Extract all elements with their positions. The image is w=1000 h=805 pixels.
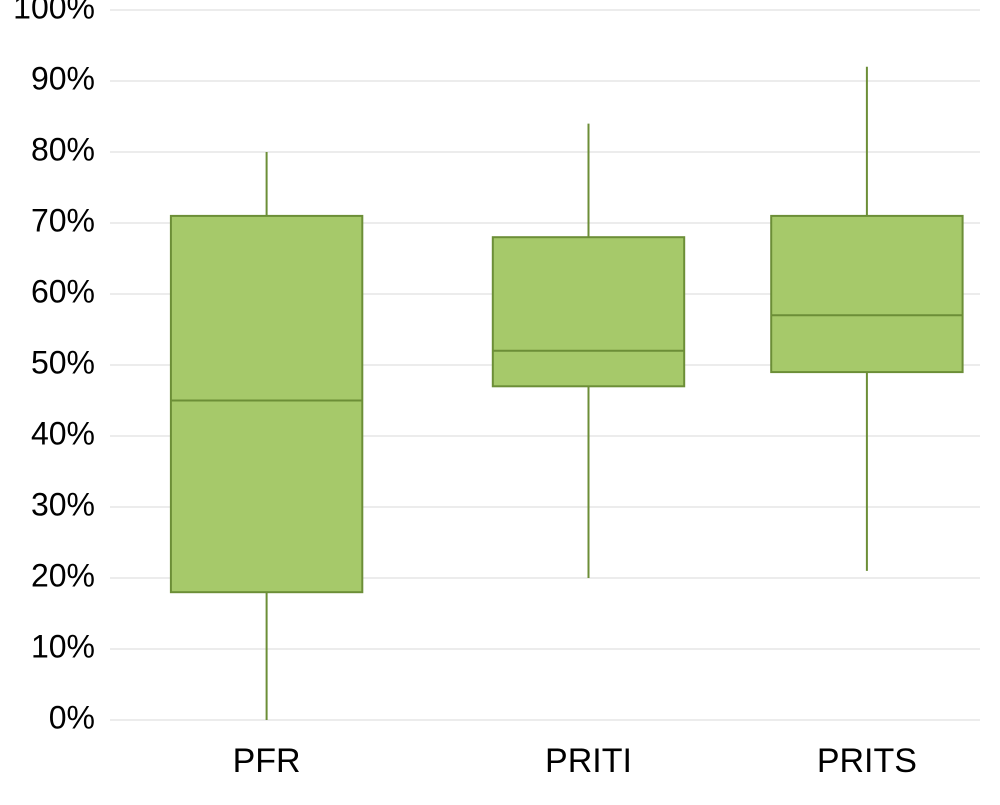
x-tick-label: PFR <box>233 742 301 780</box>
y-tick-label: 80% <box>31 131 95 167</box>
boxplot-chart: 0% 10% 20% 30% 40% 50% 60% 70% 80% 90% 100% PFR PRIT… <box>0 0 1000 805</box>
x-tick-label: PRITI <box>545 742 632 780</box>
y-tick-label: 100% <box>13 0 95 25</box>
y-tick-label: 50% <box>31 344 95 380</box>
y-tick-label: 60% <box>31 273 95 309</box>
chart-background <box>0 0 1000 805</box>
box <box>493 237 684 386</box>
y-tick-label: 90% <box>31 60 95 96</box>
y-tick-label: 0% <box>49 699 95 735</box>
y-tick-label: 40% <box>31 415 95 451</box>
x-tick-label: PRITS <box>817 742 917 780</box>
y-tick-label: 20% <box>31 557 95 593</box>
box <box>771 216 962 372</box>
y-tick-label: 10% <box>31 628 95 664</box>
y-tick-label: 30% <box>31 486 95 522</box>
box <box>171 216 362 592</box>
y-tick-label: 70% <box>31 202 95 238</box>
